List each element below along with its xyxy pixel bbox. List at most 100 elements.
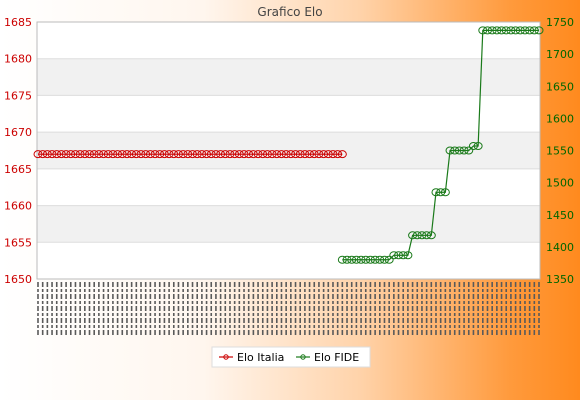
legend-label: Elo Italia xyxy=(237,351,284,364)
data-point xyxy=(445,146,455,155)
data-point xyxy=(309,150,319,159)
data-point xyxy=(534,26,544,35)
right-axis-tick: 1500 xyxy=(546,177,574,190)
data-point xyxy=(253,150,263,159)
data-point xyxy=(70,150,80,159)
data-point xyxy=(267,150,277,159)
data-point xyxy=(323,150,333,159)
left-axis-tick: 1675 xyxy=(4,89,32,102)
data-point xyxy=(300,150,310,159)
data-point xyxy=(525,26,535,35)
data-point xyxy=(370,255,380,264)
data-point xyxy=(337,255,347,264)
legend-box xyxy=(211,346,371,368)
data-point xyxy=(351,255,361,264)
data-point xyxy=(337,150,347,159)
right-axis-tick: 1350 xyxy=(546,273,574,286)
data-point xyxy=(291,150,301,159)
data-point xyxy=(141,150,151,159)
data-point xyxy=(248,150,258,159)
data-point xyxy=(305,150,315,159)
data-point xyxy=(497,26,507,35)
data-point xyxy=(122,150,132,159)
data-point xyxy=(520,26,530,35)
data-point xyxy=(131,150,141,159)
data-point xyxy=(529,26,539,35)
left-axis-tick: 1660 xyxy=(4,200,32,213)
data-point xyxy=(515,26,525,35)
data-point xyxy=(103,150,113,159)
data-point xyxy=(426,231,436,240)
data-point xyxy=(464,146,474,155)
data-point xyxy=(492,26,502,35)
data-point xyxy=(281,150,291,159)
data-point xyxy=(356,255,366,264)
data-point xyxy=(33,150,43,159)
data-point xyxy=(127,150,137,159)
data-point xyxy=(94,150,104,159)
legend-swatch-marker xyxy=(223,354,229,360)
left-axis-tick: 1670 xyxy=(4,126,32,139)
data-point xyxy=(276,150,286,159)
data-point xyxy=(56,150,66,159)
grid-band xyxy=(37,58,540,96)
data-point xyxy=(361,255,371,264)
series-line-elo-fide xyxy=(342,29,539,261)
right-axis-tick: 1600 xyxy=(546,112,574,125)
data-point xyxy=(417,231,427,240)
data-point xyxy=(379,255,389,264)
data-point xyxy=(164,150,174,159)
right-axis-tick: 1400 xyxy=(546,241,574,254)
right-axis-tick: 1750 xyxy=(546,16,574,29)
data-point xyxy=(482,26,492,35)
data-point xyxy=(239,150,249,159)
data-point xyxy=(225,150,235,159)
data-point xyxy=(262,150,272,159)
data-point xyxy=(408,231,418,240)
data-point xyxy=(42,150,52,159)
data-point xyxy=(38,150,48,159)
data-point xyxy=(188,150,198,159)
data-point xyxy=(211,150,221,159)
data-point xyxy=(342,255,352,264)
data-point xyxy=(145,150,155,159)
data-point xyxy=(85,150,95,159)
data-point xyxy=(328,150,338,159)
data-point xyxy=(89,150,99,159)
legend: Elo Italia Elo FIDE xyxy=(211,346,371,368)
data-point xyxy=(197,150,207,159)
data-point xyxy=(436,188,446,197)
data-point xyxy=(66,150,76,159)
data-point xyxy=(365,255,375,264)
right-axis-tick: 1550 xyxy=(546,145,574,158)
data-point xyxy=(272,150,282,159)
data-point xyxy=(220,150,230,159)
data-point xyxy=(319,150,329,159)
data-point xyxy=(389,251,399,260)
data-point xyxy=(183,150,193,159)
data-point xyxy=(178,150,188,159)
data-point xyxy=(234,150,244,159)
data-point xyxy=(244,150,254,159)
data-point xyxy=(47,150,57,159)
data-point xyxy=(431,188,441,197)
data-point xyxy=(136,150,146,159)
data-point xyxy=(478,26,488,35)
data-point xyxy=(150,150,160,159)
data-point xyxy=(75,150,85,159)
left-axis-tick: 1680 xyxy=(4,53,32,66)
data-point xyxy=(394,251,404,260)
data-point xyxy=(468,142,478,151)
data-point xyxy=(230,150,240,159)
data-point xyxy=(384,255,394,264)
data-point xyxy=(108,150,118,159)
legend-label: Elo FIDE xyxy=(314,351,359,364)
data-point xyxy=(99,150,109,159)
left-axis-tick: 1685 xyxy=(4,16,32,29)
data-point xyxy=(501,26,511,35)
data-point xyxy=(192,150,202,159)
data-point xyxy=(61,150,71,159)
data-point xyxy=(206,150,216,159)
